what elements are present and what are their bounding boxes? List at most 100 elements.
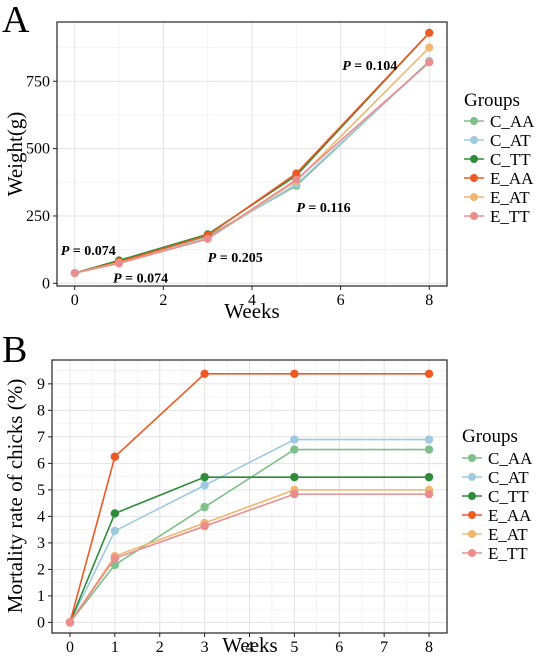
y-tick-label: 0 xyxy=(42,275,50,292)
p-value-annotation: P = 0.074 xyxy=(61,244,116,259)
panel-b: B 0 1 2 3 4 5 6 7 8 0 1 2 3 4 5 6 7 8 9 Weeks Mortality ra… xyxy=(2,329,533,657)
y-tick-label: 750 xyxy=(26,73,50,90)
data-point-c-tt xyxy=(290,472,299,482)
x-tick-label: 1 xyxy=(111,639,119,656)
data-point-e-aa xyxy=(290,369,299,378)
legend-key-point xyxy=(468,473,476,481)
x-tick-label: 2 xyxy=(159,292,167,309)
data-point-c-tt xyxy=(110,509,120,518)
x-tick-label: 0 xyxy=(66,639,74,656)
y-tick-label: 500 xyxy=(26,141,50,158)
panel-b-legend-title: Groups xyxy=(462,426,518,447)
y-tick-label: 5 xyxy=(37,482,45,499)
panel-a-ylabel: Weight(g) xyxy=(3,112,27,197)
y-tick-label: 4 xyxy=(37,508,45,525)
data-point-c-at xyxy=(200,481,209,490)
legend-label-e-tt: E_TT xyxy=(488,544,528,563)
panel-b-label: B xyxy=(2,329,27,371)
data-point-e-tt xyxy=(200,521,209,531)
data-point-c-tt xyxy=(200,472,209,482)
panel-a-annotations: P = 0.074 P = 0.074 P = 0.205 P = 0.116 P = … xyxy=(61,59,398,286)
legend-label-e-aa: E_AA xyxy=(488,506,532,525)
data-point-e-aa xyxy=(200,369,209,378)
legend-label-c-tt: C_TT xyxy=(488,487,529,506)
data-point-e-tt xyxy=(110,554,120,563)
p-value-annotation: P = 0.205 xyxy=(208,251,263,266)
legend-label-c-at: C_AT xyxy=(490,131,531,150)
x-tick-label: 7 xyxy=(380,639,388,656)
panel-b-series xyxy=(65,369,434,627)
panel-b-legend: Groups C_AAC_ATC_TTE_AAE_ATE_TT xyxy=(462,426,533,563)
data-point-c-aa xyxy=(110,560,120,570)
panel-a-legend: Groups C_AAC_ATC_TTE_AAE_ATE_TT xyxy=(464,90,535,226)
p-value-annotation: P = 0.116 xyxy=(296,201,350,216)
data-point-e-tt xyxy=(115,259,124,268)
panel-a-xlabel: Weeks xyxy=(224,299,279,323)
x-tick-label: 5 xyxy=(290,639,298,656)
legend-label-e-at: E_AT xyxy=(488,525,528,544)
x-tick-label: 6 xyxy=(337,292,345,309)
data-point-e-tt xyxy=(424,489,434,499)
legend-label-c-at: C_AT xyxy=(488,468,529,487)
legend-key-point xyxy=(470,193,478,201)
y-tick-label: 7 xyxy=(37,429,45,446)
legend-key-point xyxy=(470,212,478,220)
legend-key-point xyxy=(470,155,478,163)
data-point-c-aa xyxy=(424,445,434,454)
y-tick-label: 3 xyxy=(37,535,45,552)
data-point-e-tt xyxy=(425,58,434,67)
legend-key-point xyxy=(470,136,478,144)
p-value-annotation: P = 0.074 xyxy=(113,271,168,286)
x-tick-label: 8 xyxy=(425,292,433,309)
data-point-e-tt xyxy=(292,175,301,184)
y-tick-label: 6 xyxy=(37,455,45,472)
panel-a-ticks: 0 2 4 6 8 0 250 500 750 xyxy=(26,73,433,309)
data-point-c-aa xyxy=(290,445,299,454)
data-point-c-at xyxy=(290,435,299,444)
legend-label-c-tt: C_TT xyxy=(490,150,531,169)
legend-label-c-aa: C_AA xyxy=(488,449,533,468)
panel-b-grid xyxy=(52,360,447,633)
data-point-c-at xyxy=(110,526,120,536)
x-tick-label: 2 xyxy=(156,639,164,656)
data-point-e-aa xyxy=(425,28,434,37)
data-point-c-tt xyxy=(424,472,434,482)
data-point-e-tt xyxy=(70,269,79,278)
x-tick-label: 0 xyxy=(71,292,79,309)
data-point-c-at xyxy=(424,435,434,444)
x-tick-label: 6 xyxy=(335,639,343,656)
x-tick-label: 3 xyxy=(201,639,209,656)
data-point-e-aa xyxy=(424,369,434,378)
panel-a-label: A xyxy=(2,0,30,41)
legend-key-point xyxy=(468,511,476,519)
panel-a-grid xyxy=(57,22,447,286)
panel-b-ticks: 0 1 2 3 4 5 6 7 8 0 1 2 3 4 5 6 7 8 9 xyxy=(37,376,433,656)
data-point-e-aa xyxy=(110,452,120,461)
data-point-e-aa xyxy=(292,169,301,178)
y-tick-label: 1 xyxy=(37,588,45,605)
data-point-e-tt xyxy=(290,489,299,499)
data-point-c-aa xyxy=(200,502,209,512)
y-tick-label: 250 xyxy=(26,208,50,225)
panel-a-legend-title: Groups xyxy=(464,90,520,111)
legend-label-e-aa: E_AA xyxy=(490,169,534,188)
y-tick-label: 8 xyxy=(37,402,45,419)
y-tick-label: 0 xyxy=(37,614,45,631)
panel-a-series xyxy=(70,28,434,278)
legend-key-point xyxy=(468,454,476,462)
x-tick-label: 4 xyxy=(248,292,256,309)
legend-key-point xyxy=(470,117,478,125)
legend-key-point xyxy=(468,492,476,500)
legend-key-point xyxy=(468,530,476,538)
y-tick-label: 2 xyxy=(37,561,45,578)
p-value-annotation: P = 0.104 xyxy=(342,59,397,74)
panel-b-ylabel: Mortality rate of chicks (%) xyxy=(3,379,27,613)
x-tick-label: 8 xyxy=(425,639,433,656)
legend-label-e-at: E_AT xyxy=(490,188,530,207)
y-tick-label: 9 xyxy=(37,376,45,393)
data-point-e-tt xyxy=(65,618,75,627)
panel-b-xlabel: Weeks xyxy=(222,633,277,657)
legend-label-c-aa: C_AA xyxy=(490,112,535,131)
